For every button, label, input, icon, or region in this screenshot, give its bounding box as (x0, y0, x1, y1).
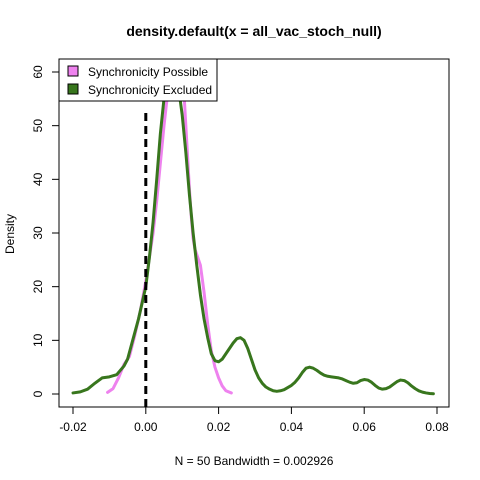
y-axis: 0 10 20 30 40 50 60 (31, 65, 60, 397)
y-axis-label: Density (3, 214, 17, 254)
legend-label-synchronicity-excluded: Synchronicity Excluded (88, 83, 212, 97)
legend: Synchronicity Possible Synchronicity Exc… (58, 58, 218, 102)
legend-swatch-synchronicity-excluded (67, 83, 79, 95)
y-tick-label: 50 (31, 119, 45, 133)
x-tick-label: 0.00 (134, 420, 158, 434)
x-tick-label: 0.08 (425, 420, 449, 434)
x-tick-label: 0.02 (207, 420, 231, 434)
x-tick-label: -0.02 (59, 420, 87, 434)
chart-title: density.default(x = all_vac_stoch_null) (126, 23, 381, 39)
x-axis: -0.02 0.00 0.02 0.04 0.06 0.08 (59, 406, 449, 434)
y-tick-label: 30 (31, 226, 45, 240)
y-tick-label: 0 (31, 390, 45, 397)
legend-box (58, 58, 218, 102)
x-tick-label: 0.04 (280, 420, 304, 434)
series-line-synchronicity-possible (106, 59, 233, 395)
y-tick-label: 10 (31, 333, 45, 347)
y-tick-label: 60 (31, 65, 45, 79)
plot-frame (58, 58, 450, 408)
y-tick-label: 40 (31, 172, 45, 186)
x-tick-label: 0.06 (353, 420, 377, 434)
series-layer (71, 59, 435, 396)
x-axis-label: N = 50 Bandwidth = 0.002926 (175, 454, 334, 468)
series-line-synchronicity-excluded (71, 67, 435, 396)
legend-label-synchronicity-possible: Synchronicity Possible (88, 65, 208, 79)
legend-swatch-synchronicity-possible (67, 65, 79, 77)
y-tick-label: 20 (31, 280, 45, 294)
